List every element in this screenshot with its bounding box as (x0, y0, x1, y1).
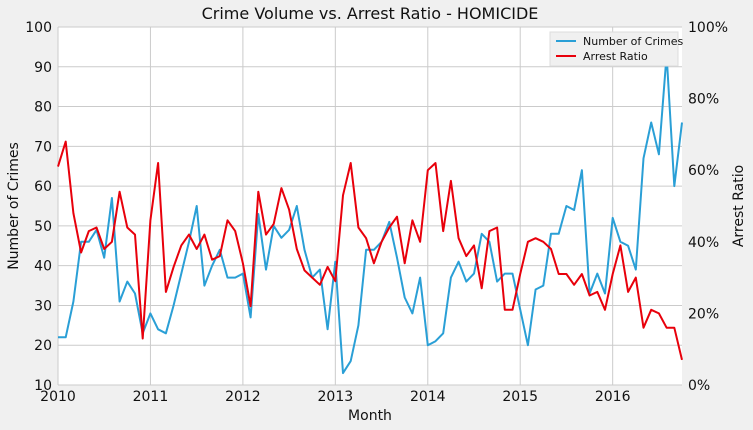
y-tick-label: 40 (34, 259, 52, 275)
x-tick-label: 2012 (225, 389, 261, 405)
legend: Number of Crimes Arrest Ratio (549, 31, 684, 67)
y-axis-right: 0% 20% 40% 60% 80% 100% (688, 20, 728, 394)
x-tick-label: 2013 (318, 389, 354, 405)
y-tick-label: 20 (34, 338, 52, 354)
legend-label-crimes: Number of Crimes (583, 35, 684, 48)
y-tick-label: 50 (34, 219, 52, 235)
grid (57, 26, 682, 386)
x-tick-label: 2015 (502, 389, 538, 405)
y2-tick-label: 40% (688, 235, 719, 251)
y-tick-label: 80 (34, 100, 52, 116)
y2-tick-label: 0% (688, 378, 710, 394)
y2-axis-title: Arrest Ratio (731, 165, 747, 247)
y-tick-label: 30 (34, 298, 52, 314)
x-tick-label: 2014 (410, 389, 446, 405)
y2-tick-label: 20% (688, 306, 719, 322)
legend-box (549, 31, 679, 67)
x-axis: 2010 2011 2012 2013 2014 2015 2016 (40, 389, 630, 405)
y-axis-left: 10 20 30 40 50 60 70 80 90 100 (25, 20, 52, 394)
y-tick-label: 60 (34, 179, 52, 195)
chart-title: Crime Volume vs. Arrest Ratio - HOMICIDE (202, 4, 539, 23)
x-tick-label: 2011 (133, 389, 169, 405)
y2-tick-label: 100% (688, 20, 728, 36)
legend-label-arrest: Arrest Ratio (583, 50, 648, 63)
x-tick-label: 2010 (40, 389, 76, 405)
y-tick-label: 70 (34, 139, 52, 155)
y-tick-label: 90 (34, 60, 52, 76)
x-axis-title: Month (348, 408, 392, 424)
y-tick-label: 100 (25, 20, 52, 36)
y-tick-label: 10 (34, 378, 52, 394)
y2-tick-label: 80% (688, 92, 719, 108)
y-axis-title: Number of Crimes (6, 142, 22, 270)
y2-tick-label: 60% (688, 163, 719, 179)
series-line-arrest-ratio (57, 140, 683, 361)
plot-area (58, 27, 682, 385)
x-tick-label: 2016 (595, 389, 631, 405)
series-lines (57, 53, 683, 375)
